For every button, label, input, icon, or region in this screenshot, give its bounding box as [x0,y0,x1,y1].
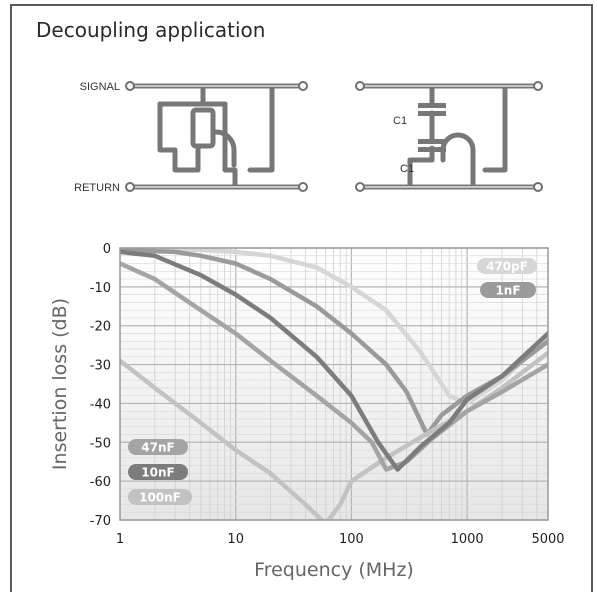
capacitor-circuit [357,83,541,190]
legend-badge-100nf: 100nF [128,489,192,505]
chart-series [120,248,548,520]
y-tick-label: -50 [90,436,111,451]
capacitor-c1-bottom-icon [418,139,446,152]
legend-label: 1nF [495,284,520,298]
signal-terminal-right-2 [533,81,543,91]
y-tick-label: -40 [90,397,111,412]
y-tick-label: -20 [90,320,111,335]
return-terminal-right [298,182,308,192]
cap-label-bottom: C1 [400,163,414,175]
legend-badge-47nf: 47nF [128,439,188,455]
capacitor-c1-top-icon [418,103,446,116]
y-tick-label: -10 [90,281,111,296]
chart-tick-labels: 0 -10 -20 -30 -40 -50 -60 -70 1 10 100 1000 5000 [90,242,565,547]
return-label: RETURN [74,182,120,194]
resistor-icon [190,107,216,149]
return-terminal-left-2 [355,182,365,192]
page-title: Decoupling application [36,18,266,42]
y-tick-label: -60 [90,475,111,490]
x-tick-label: 10 [227,532,244,547]
x-tick-label: 1000 [451,532,484,547]
y-axis-label: Insertion loss (dB) [49,298,71,470]
y-tick-label: -30 [90,359,111,374]
legend-badge-10nf: 10nF [128,464,188,480]
cap-label-top: C1 [393,115,407,127]
signal-label: SIGNAL [80,81,120,93]
plot-area [120,248,548,520]
return-terminal-right-2 [533,182,543,192]
series-line-1nf [120,248,548,437]
chart-legend: 470pF 1nF 47nF 10nF 100nF [128,258,537,505]
legend-label: 47nF [141,441,174,455]
return-terminal-left [125,182,135,192]
y-tick-label: 0 [103,242,111,257]
legend-label: 10nF [141,466,174,480]
x-tick-label: 100 [339,532,364,547]
resistor-circuit [127,83,306,190]
series-line-470pf [120,248,548,406]
plot-border [119,247,549,521]
series-line-10nf [120,249,548,472]
legend-label: 100nF [139,491,181,505]
legend-label: 470pF [486,260,528,274]
x-tick-label: 1 [116,532,124,547]
signal-terminal-left [125,81,135,91]
legend-badge-1nf: 1nF [480,282,536,298]
legend-badge-470pf: 470pF [477,258,537,274]
x-axis-label: Frequency (MHz) [254,559,414,581]
x-tick-label: 5000 [531,532,564,547]
signal-terminal-right [298,81,308,91]
series-line-47nf [120,261,548,472]
y-tick-label: -70 [90,514,111,529]
signal-terminal-left-2 [355,81,365,91]
